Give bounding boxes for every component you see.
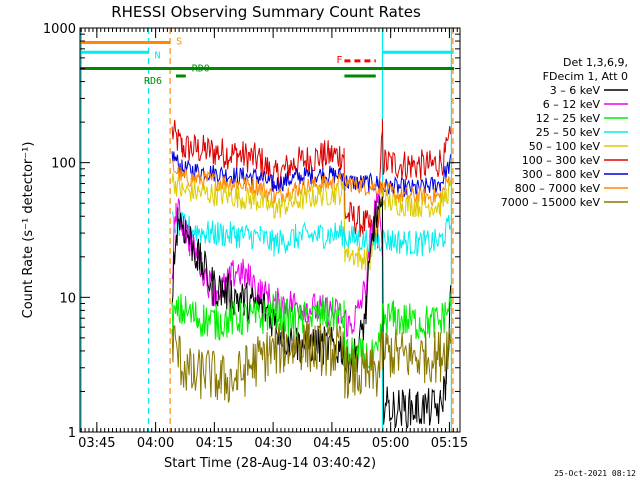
x-tick-label: 05:00 — [372, 436, 409, 451]
series-line — [171, 193, 383, 338]
series-line — [171, 172, 452, 271]
series-line — [171, 160, 452, 208]
flag-label: S — [176, 37, 182, 48]
series-line — [171, 292, 452, 377]
legend-entry-label: 7000 – 15000 keV — [501, 196, 601, 209]
flag-label: RD6 — [144, 76, 162, 87]
x-axis-label: Start Time (28-Aug-14 03:40:42) — [164, 456, 376, 471]
x-tick-label: 04:15 — [196, 436, 233, 451]
x-tick-label: 04:45 — [313, 436, 350, 451]
x-tick-label: 04:30 — [254, 436, 291, 451]
flag-label: F — [336, 55, 342, 66]
legend-entry-label: 25 – 50 keV — [536, 126, 601, 139]
x-tick-label: 05:15 — [431, 436, 468, 451]
legend-entry-label: 12 – 25 keV — [536, 112, 601, 125]
chart-title: RHESSI Observing Summary Count Rates — [111, 3, 421, 21]
legend-header: FDecim 1, Att 0 — [543, 70, 628, 83]
series-line — [171, 119, 452, 249]
y-axis-ticks: 1 10 100 1000 — [43, 22, 460, 441]
series-line — [171, 211, 452, 257]
plot-frame — [79, 27, 461, 433]
flag-label: RD0 — [192, 64, 210, 75]
series-lines — [171, 119, 452, 429]
instrument-flags: S N F RD0 RD6 — [80, 37, 455, 87]
series-line — [171, 320, 452, 403]
flag-label: N — [155, 50, 161, 61]
legend-entry-label: 3 – 6 keV — [550, 84, 601, 97]
legend-entry-label: 800 – 7000 keV — [515, 182, 601, 195]
y-tick-label: 1000 — [43, 22, 76, 37]
x-tick-label: 04:00 — [137, 436, 174, 451]
render-timestamp: 25-Oct-2021 08:12 — [554, 469, 636, 478]
y-tick-label: 100 — [51, 157, 76, 172]
legend-entry-label: 100 – 300 keV — [522, 154, 601, 167]
y-tick-label: 1 — [68, 426, 76, 441]
legend-entry-label: 50 – 100 keV — [529, 140, 601, 153]
y-tick-label: 10 — [59, 291, 76, 306]
vertical-markers — [80, 28, 454, 432]
x-axis-ticks: 03:45 04:00 04:15 04:30 04:45 05:00 05:15 — [78, 28, 468, 451]
y-axis-label: Count Rate (s⁻¹ detector⁻¹) — [21, 142, 36, 319]
legend-entry-label: 300 – 800 keV — [522, 168, 601, 181]
legend-header: Det 1,3,6,9, — [563, 56, 628, 69]
x-tick-label: 03:45 — [78, 436, 115, 451]
legend-entry-label: 6 – 12 keV — [543, 98, 601, 111]
